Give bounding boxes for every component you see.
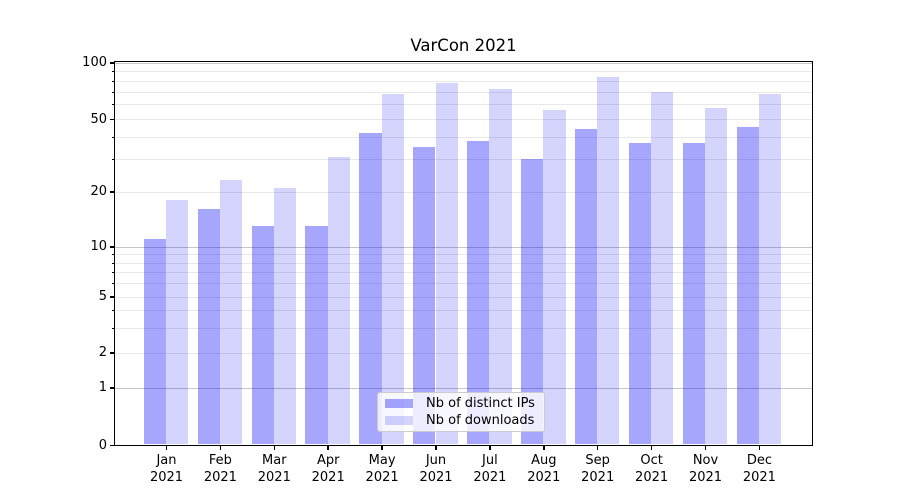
x-tick-label: Jun 2021 (419, 453, 453, 485)
y-tick-label: 2 (98, 345, 107, 360)
y-tick-label: 100 (82, 55, 107, 70)
legend-item-downloads: Nb of downloads (385, 413, 538, 428)
x-tick (273, 446, 276, 450)
x-tick-label: Nov 2021 (688, 453, 723, 485)
x-tick (596, 446, 599, 450)
bar-downloads-feb (219, 180, 243, 445)
gridline-minor (115, 310, 812, 312)
gridline-minor (115, 262, 812, 264)
bar-downloads-dec (758, 93, 782, 445)
gridline-minor (115, 296, 812, 298)
x-tick-label: Dec 2021 (742, 453, 776, 485)
gridline-minor (115, 104, 812, 106)
gridline-major (115, 387, 812, 389)
gridline-minor (115, 91, 812, 93)
bar-downloads-oct (651, 91, 674, 445)
gridline-minor (115, 80, 812, 82)
gridline-minor (115, 119, 812, 120)
gridline-major (115, 62, 812, 64)
gridline-major (115, 246, 812, 248)
x-tick-label: Feb 2021 (203, 453, 237, 485)
bar-downloads-nov (705, 108, 728, 445)
bar-distinct-ips-sep (574, 129, 598, 445)
y-tick-label: 0 (98, 437, 107, 453)
y-tick-label: 5 (98, 289, 107, 304)
x-tick (327, 446, 329, 450)
legend: Nb of distinct IPs Nb of downloads (377, 392, 545, 432)
x-tick (650, 446, 653, 450)
bar-downloads-sep (597, 76, 620, 445)
bars (115, 62, 812, 445)
x-tick (704, 446, 707, 450)
x-tick-label: Mar 2021 (257, 453, 291, 485)
gridline-minor (115, 136, 812, 138)
x-tick (758, 446, 761, 450)
legend-label-distinct-ips: Nb of distinct IPs (426, 396, 535, 412)
legend-swatch-downloads (385, 415, 413, 425)
gridline-minor (115, 254, 812, 256)
gridline-minor (115, 71, 812, 73)
legend-item-distinct-ips: Nb of distinct IPs (385, 396, 538, 411)
bar-downloads-jun (435, 82, 458, 445)
bar-distinct-ips-dec (736, 127, 759, 445)
x-tick-label: Jul 2021 (473, 453, 507, 485)
chart-title: VarCon 2021 (410, 36, 517, 55)
bar-downloads-aug (543, 109, 566, 445)
bar-downloads-jan (166, 199, 189, 445)
x-tick-label: Oct 2021 (635, 453, 669, 485)
legend-label-downloads: Nb of downloads (426, 412, 535, 428)
y-tick-label: 1 (98, 380, 107, 395)
gridline-minor (115, 283, 812, 285)
bar-distinct-ips-nov (682, 142, 705, 445)
x-tick-label: Apr 2021 (311, 453, 345, 485)
x-tick (543, 446, 545, 450)
y-tick-label: 10 (90, 239, 107, 254)
x-tick-label: May 2021 (365, 453, 399, 485)
bar-distinct-ips-jan (143, 238, 166, 445)
bar-distinct-ips-mar (251, 225, 274, 445)
bar-distinct-ips-apr (305, 225, 328, 445)
gridline-minor (115, 352, 812, 354)
x-tick-label: Sep 2021 (581, 453, 615, 485)
gridline-minor (115, 327, 812, 329)
x-tick (489, 446, 491, 450)
plot-area: Nb of distinct IPs Nb of downloads (114, 61, 813, 446)
y-tick-label: 50 (90, 111, 107, 127)
y-tick-label: 20 (90, 184, 107, 199)
bar-distinct-ips-oct (628, 142, 652, 445)
x-tick-label: Aug 2021 (527, 453, 561, 485)
gridline-minor (115, 159, 812, 161)
x-tick (165, 446, 168, 450)
gridlines (115, 62, 812, 445)
bar-downloads-apr (327, 156, 350, 445)
gridline-minor (115, 191, 812, 193)
legend-swatch-distinct-ips (385, 399, 413, 409)
bar-downloads-mar (273, 187, 297, 445)
x-tick (435, 446, 437, 450)
bar-distinct-ips-feb (197, 209, 220, 445)
x-tick (219, 446, 222, 450)
gridline-minor (115, 272, 812, 274)
x-tick (381, 446, 383, 450)
x-tick-label: Jan 2021 (149, 453, 184, 485)
